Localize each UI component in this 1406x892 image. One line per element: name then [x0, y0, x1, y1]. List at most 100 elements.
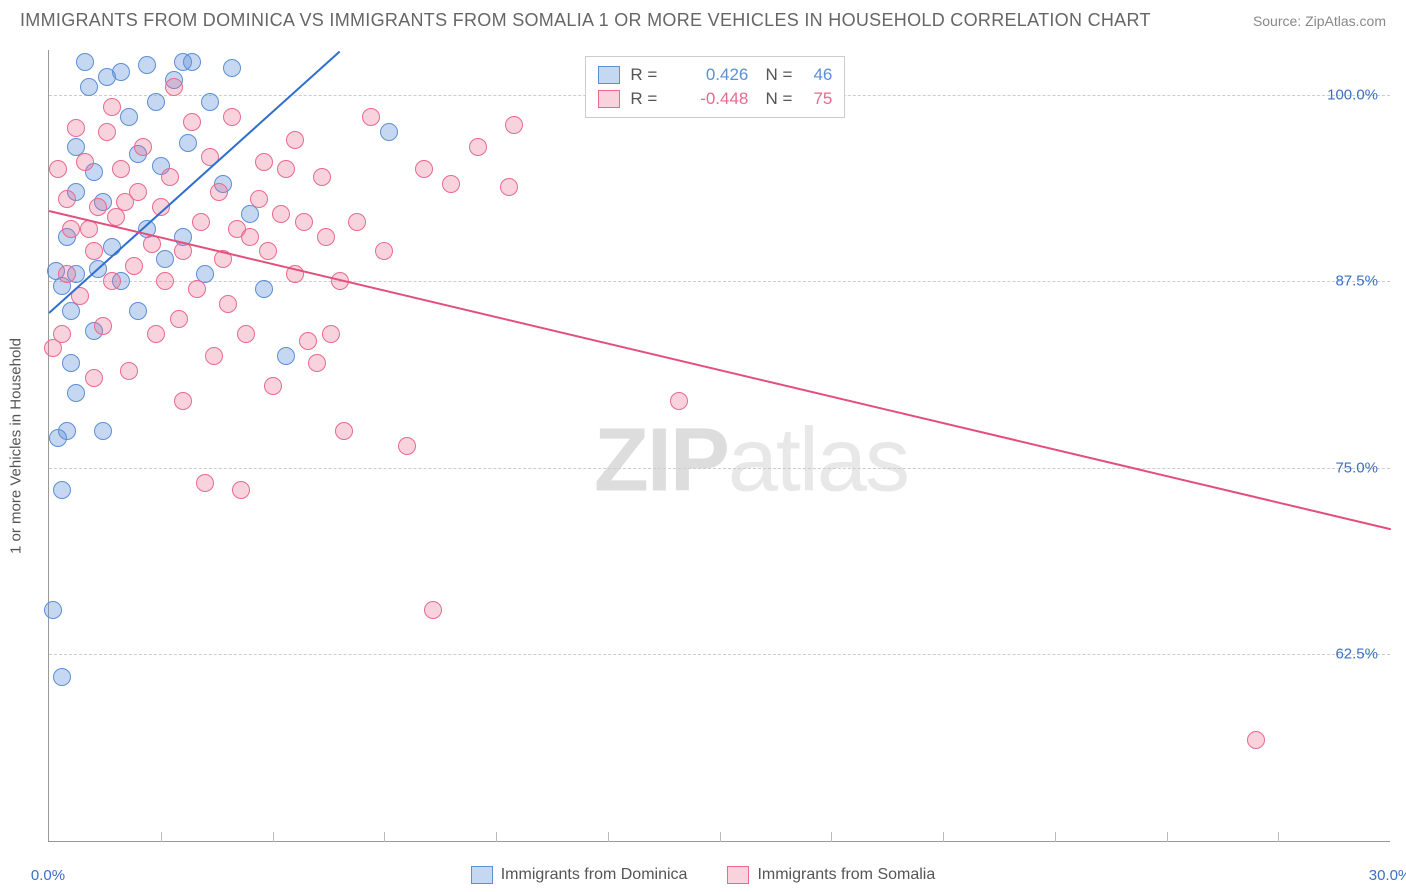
data-point: [174, 392, 192, 410]
data-point: [259, 242, 277, 260]
data-point: [313, 168, 331, 186]
data-point: [322, 325, 340, 343]
data-point: [415, 160, 433, 178]
data-point: [424, 601, 442, 619]
data-point: [98, 68, 116, 86]
data-point: [299, 332, 317, 350]
data-point: [223, 108, 241, 126]
x-tick-mark: [1278, 832, 1279, 842]
data-point: [505, 116, 523, 134]
data-point: [44, 601, 62, 619]
x-tick-mark: [496, 832, 497, 842]
data-point: [89, 198, 107, 216]
data-point: [129, 302, 147, 320]
chart-header: IMMIGRANTS FROM DOMINICA VS IMMIGRANTS F…: [0, 0, 1406, 37]
data-point: [201, 93, 219, 111]
correlation-legend-row: R =0.426N =46: [598, 63, 832, 87]
legend-r-label: R =: [630, 65, 670, 85]
data-point: [348, 213, 366, 231]
watermark-atlas: atlas: [728, 411, 908, 511]
watermark: ZIPatlas: [594, 410, 908, 513]
x-tick-label: 0.0%: [31, 867, 65, 884]
data-point: [53, 481, 71, 499]
source-prefix: Source:: [1253, 13, 1305, 29]
x-tick-mark: [384, 832, 385, 842]
data-point: [147, 325, 165, 343]
data-point: [205, 347, 223, 365]
legend-r-value: -0.448: [680, 89, 748, 109]
chart-title: IMMIGRANTS FROM DOMINICA VS IMMIGRANTS F…: [20, 10, 1151, 31]
data-point: [255, 280, 273, 298]
y-axis-title: 1 or more Vehicles in Household: [8, 338, 25, 554]
legend-n-label: N =: [758, 65, 792, 85]
data-point: [58, 265, 76, 283]
legend-swatch-dominica: [471, 866, 493, 884]
gridline-h: [49, 281, 1390, 282]
x-tick-mark: [720, 832, 721, 842]
data-point: [76, 153, 94, 171]
source-name: ZipAtlas.com: [1305, 13, 1386, 29]
data-point: [134, 138, 152, 156]
data-point: [272, 205, 290, 223]
data-point: [469, 138, 487, 156]
data-point: [241, 228, 259, 246]
data-point: [67, 119, 85, 137]
legend-n-label: N =: [758, 89, 792, 109]
data-point: [53, 668, 71, 686]
correlation-legend-row: R = -0.448 N = 75: [598, 87, 832, 111]
legend-swatch: [598, 90, 620, 108]
x-tick-label: 30.0%: [1369, 867, 1406, 884]
data-point: [179, 134, 197, 152]
data-point: [120, 108, 138, 126]
legend-bottom: Immigrants from Dominica Immigrants from…: [0, 866, 1406, 884]
data-point: [183, 113, 201, 131]
x-tick-mark: [273, 832, 274, 842]
legend-label-somalia: Immigrants from Somalia: [757, 866, 935, 884]
data-point: [670, 392, 688, 410]
x-tick-mark: [608, 832, 609, 842]
data-point: [219, 295, 237, 313]
data-point: [85, 242, 103, 260]
data-point: [380, 123, 398, 141]
data-point: [442, 175, 460, 193]
source-attribution: Source: ZipAtlas.com: [1253, 13, 1386, 29]
y-tick-label: 87.5%: [1335, 273, 1378, 290]
data-point: [49, 160, 67, 178]
trend-line: [49, 210, 1391, 530]
data-point: [98, 123, 116, 141]
data-point: [58, 422, 76, 440]
scatter-chart: ZIPatlas 100.0%87.5%75.0%62.5%R =0.426N …: [48, 50, 1390, 842]
data-point: [165, 78, 183, 96]
data-point: [295, 213, 313, 231]
data-point: [80, 78, 98, 96]
legend-swatch: [598, 66, 620, 84]
data-point: [161, 168, 179, 186]
legend-item-somalia: Immigrants from Somalia: [727, 866, 935, 884]
data-point: [58, 190, 76, 208]
data-point: [232, 481, 250, 499]
x-tick-mark: [831, 832, 832, 842]
data-point: [85, 369, 103, 387]
data-point: [398, 437, 416, 455]
data-point: [196, 474, 214, 492]
data-point: [67, 384, 85, 402]
data-point: [120, 362, 138, 380]
data-point: [335, 422, 353, 440]
data-point: [362, 108, 380, 126]
legend-n-value: 46: [802, 65, 832, 85]
y-tick-label: 100.0%: [1327, 86, 1378, 103]
data-point: [317, 228, 335, 246]
data-point: [264, 377, 282, 395]
data-point: [112, 160, 130, 178]
data-point: [286, 131, 304, 149]
data-point: [156, 272, 174, 290]
data-point: [192, 213, 210, 231]
data-point: [103, 272, 121, 290]
data-point: [277, 160, 295, 178]
legend-n-value: 75: [802, 89, 832, 109]
data-point: [103, 238, 121, 256]
data-point: [1247, 731, 1265, 749]
legend-r-label: R =: [630, 89, 670, 109]
data-point: [62, 220, 80, 238]
data-point: [138, 56, 156, 74]
